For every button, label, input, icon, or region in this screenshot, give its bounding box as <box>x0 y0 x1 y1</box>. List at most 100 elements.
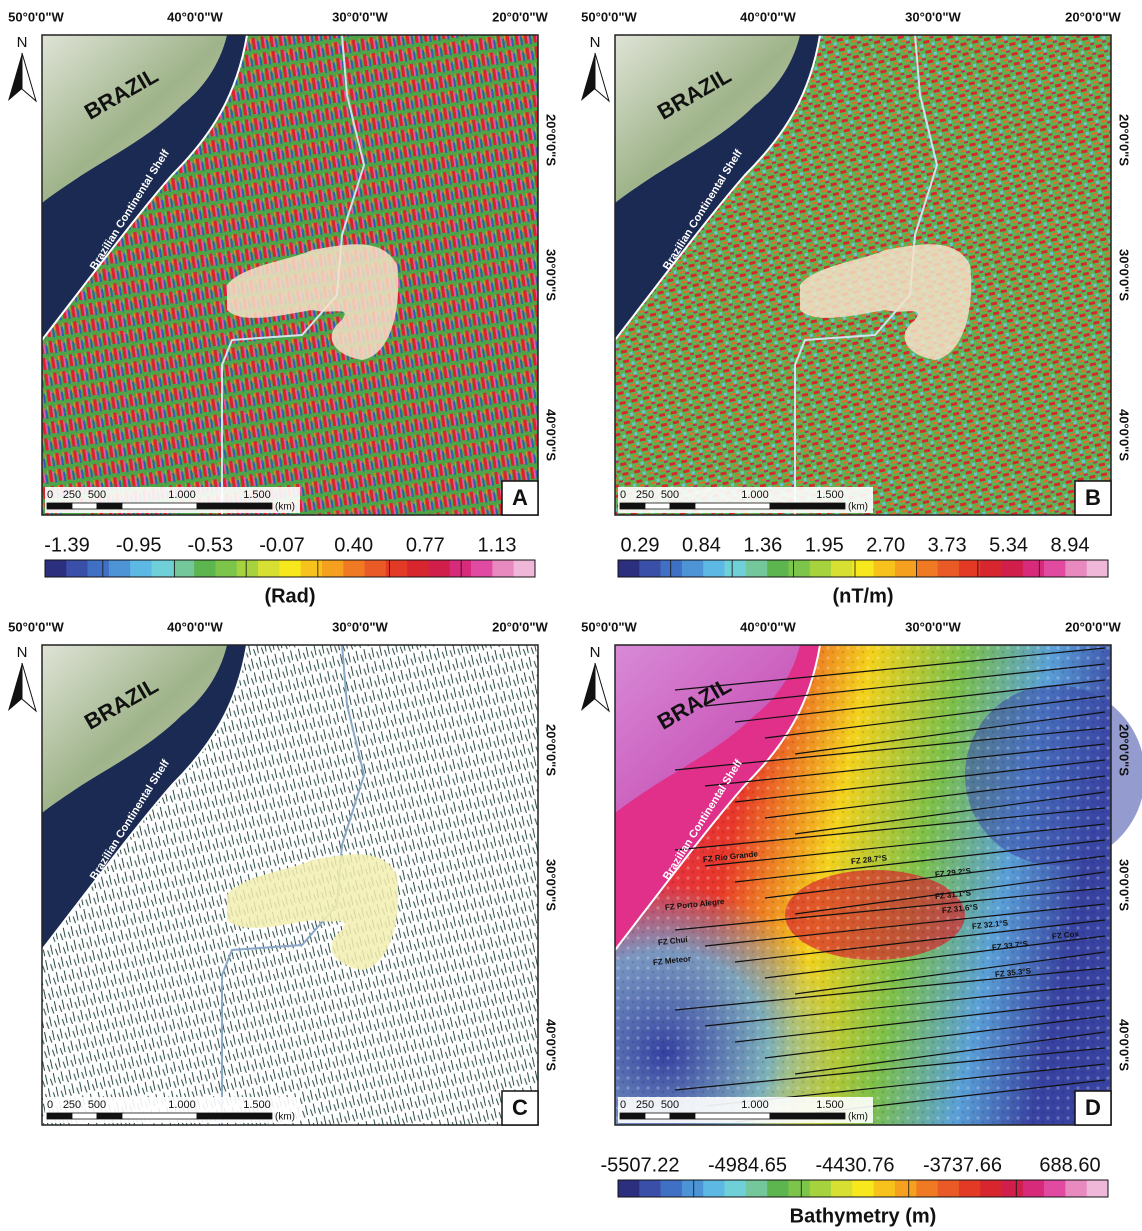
north-label: N <box>17 34 28 51</box>
longitude-label: 40°0'0"W <box>167 619 223 634</box>
scale-bar-segment <box>72 503 97 509</box>
colorbar-title: (nT/m) <box>832 585 893 607</box>
colorbar-swatch <box>618 560 640 577</box>
scale-label: 500 <box>88 1099 106 1111</box>
colorbar-swatch <box>938 560 960 577</box>
colorbar-swatch <box>618 1180 640 1197</box>
scale-label: 0 <box>620 489 626 501</box>
colorbar-label: 1.36 <box>743 534 782 556</box>
scale-bar-segment <box>645 503 670 509</box>
scale-bar-segment <box>72 1113 97 1119</box>
scale-bar-segment <box>97 503 122 509</box>
north-arrow-half <box>595 663 609 711</box>
scale-label: 1.000 <box>741 1099 769 1111</box>
scale-bar-segment <box>670 1113 695 1119</box>
longitude-label: 20°0'0"W <box>492 9 548 24</box>
scale-bar-segment <box>47 503 72 509</box>
colorbar-swatch <box>1087 560 1109 577</box>
colorbar-swatch <box>322 560 344 577</box>
colorbar-label: 0.40 <box>334 534 373 556</box>
north-label: N <box>590 34 601 51</box>
longitude-label: 30°0'0"W <box>332 9 388 24</box>
colorbar-label: 0.77 <box>406 534 445 556</box>
colorbar-swatch <box>938 1180 960 1197</box>
north-arrow <box>581 663 595 711</box>
colorbar-swatch <box>810 560 832 577</box>
scale-unit: (km) <box>848 502 868 513</box>
latitude-label: 40°0'0"S <box>1117 1019 1132 1071</box>
colorbar-swatch <box>109 560 131 577</box>
colorbar-swatch <box>661 1180 683 1197</box>
colorbar-swatch <box>152 560 174 577</box>
colorbar-swatch <box>746 1180 768 1197</box>
latitude-label: 20°0'0"S <box>544 724 559 776</box>
colorbar-swatch <box>1023 560 1045 577</box>
colorbar-swatch <box>258 560 280 577</box>
colorbar-label: -0.07 <box>259 534 305 556</box>
map-panel: BRAZILBrazilian Continental Shelf0250500… <box>42 645 538 1125</box>
longitude-label: 30°0'0"W <box>332 619 388 634</box>
colorbar-swatch <box>810 1180 832 1197</box>
scale-label: 500 <box>661 489 679 501</box>
colorbar-swatch <box>1001 560 1023 577</box>
colorbar-label: -0.53 <box>188 534 234 556</box>
scale-label: 1.000 <box>741 489 769 501</box>
colorbar-swatch <box>279 560 301 577</box>
colorbar-swatch <box>831 1180 853 1197</box>
latitude-label: 30°0'0"S <box>544 249 559 301</box>
colorbar-label: 8.94 <box>1051 534 1090 556</box>
colorbar-swatch <box>130 560 152 577</box>
scale-label: 250 <box>636 489 654 501</box>
colorbar-label: -5507.22 <box>601 1154 680 1176</box>
page: {"panels": [ {"letter": "A", "lon_labels… <box>0 0 1142 1231</box>
colorbar-swatch <box>471 560 493 577</box>
colorbar-title: Bathymetry (m) <box>790 1205 937 1227</box>
colorbar-swatch <box>980 1180 1002 1197</box>
longitude-label: 50°0'0"W <box>581 619 637 634</box>
north-label: N <box>590 644 601 661</box>
colorbar-swatch <box>874 560 896 577</box>
longitude-label: 40°0'0"W <box>740 9 796 24</box>
colorbar-swatch <box>428 560 450 577</box>
scale-label: 0 <box>47 1099 53 1111</box>
colorbar-swatch <box>639 560 661 577</box>
colorbar-label: 2.70 <box>866 534 905 556</box>
colorbar-label: -3737.66 <box>923 1154 1002 1176</box>
colorbar-title: (Rad) <box>264 585 315 607</box>
colorbar-swatch <box>237 560 259 577</box>
colorbar-swatch <box>959 1180 981 1197</box>
colorbar-swatch <box>407 560 429 577</box>
colorbar-swatch <box>746 560 768 577</box>
latitude-label: 40°0'0"S <box>544 409 559 461</box>
colorbar-swatch <box>639 1180 661 1197</box>
colorbar-swatch <box>173 560 195 577</box>
colorbar-label: -1.39 <box>44 534 90 556</box>
longitude-label: 30°0'0"W <box>905 9 961 24</box>
colorbar-swatch <box>916 1180 938 1197</box>
scale-label: 500 <box>661 1099 679 1111</box>
colorbar-swatch <box>1044 560 1066 577</box>
scale-bar-segment <box>695 1113 770 1119</box>
longitude-label: 30°0'0"W <box>905 619 961 634</box>
colorbar-label: 0.29 <box>621 534 660 556</box>
colorbar-swatch <box>661 560 683 577</box>
scale-bar-segment <box>770 503 845 509</box>
colorbar-swatch <box>852 1180 874 1197</box>
scale-label: 1.500 <box>243 1099 271 1111</box>
latitude-label: 20°0'0"S <box>1117 724 1132 776</box>
colorbar-swatch <box>301 560 323 577</box>
scale-label: 1.500 <box>816 1099 844 1111</box>
colorbar-swatch <box>852 560 874 577</box>
scale-label: 250 <box>63 489 81 501</box>
colorbar-label: 5.34 <box>989 534 1028 556</box>
longitude-label: 20°0'0"W <box>1065 619 1121 634</box>
latitude-label: 40°0'0"S <box>1117 409 1132 461</box>
north-arrow-half <box>22 53 36 101</box>
colorbar-swatch <box>45 560 67 577</box>
scale-label: 1.000 <box>168 1099 196 1111</box>
longitude-label: 50°0'0"W <box>581 9 637 24</box>
latitude-label: 20°0'0"S <box>544 114 559 166</box>
latitude-label: 30°0'0"S <box>1117 249 1132 301</box>
scale-label: 0 <box>47 489 53 501</box>
